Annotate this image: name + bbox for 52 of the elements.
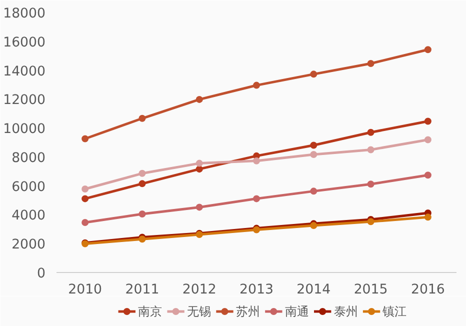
point	[138, 170, 146, 177]
point	[424, 172, 432, 179]
x-tick-label: 2010	[68, 282, 102, 298]
legend-label: 南京	[138, 304, 162, 318]
point	[196, 204, 203, 211]
x-tick-label: 2014	[296, 282, 331, 298]
point	[253, 195, 260, 202]
y-tick-label: 14000	[3, 64, 46, 80]
point	[138, 114, 146, 122]
point	[82, 186, 89, 193]
point	[253, 157, 260, 164]
point	[310, 70, 318, 78]
y-tick-label: 12000	[3, 93, 46, 108]
point	[196, 96, 203, 103]
point	[82, 219, 89, 226]
point	[253, 82, 260, 89]
point	[367, 218, 374, 226]
point	[424, 118, 432, 125]
point	[310, 188, 318, 195]
point	[196, 166, 203, 173]
point	[138, 180, 146, 188]
x-tick-label: 2012	[182, 282, 216, 298]
point	[367, 180, 374, 188]
y-tick-label: 4000	[12, 208, 46, 224]
point	[82, 135, 89, 142]
x-tick-label: 2011	[125, 282, 160, 298]
y-tick-label: 8000	[12, 150, 46, 166]
point	[367, 128, 374, 136]
legend-label: 南通	[284, 304, 309, 318]
y-tick-label: 6000	[12, 180, 46, 195]
legend-label: 无锡	[186, 304, 211, 318]
point	[138, 210, 146, 218]
x-tick-label: 2013	[240, 282, 274, 298]
y-tick-label: 2000	[12, 238, 46, 253]
y-tick-label: 10000	[3, 122, 46, 138]
point	[196, 160, 203, 167]
legend-label: 苏州	[236, 304, 260, 318]
legend-label: 泰州	[334, 304, 358, 318]
point	[424, 136, 432, 144]
x-tick-label: 2016	[410, 282, 445, 298]
point	[424, 214, 432, 221]
point	[310, 150, 318, 158]
point	[310, 142, 318, 149]
point	[424, 46, 432, 54]
y-tick-label: 0	[37, 266, 46, 282]
y-tick-label: 18000	[3, 6, 46, 22]
point	[82, 195, 89, 202]
x-tick-label: 2015	[354, 282, 388, 298]
point	[367, 146, 374, 154]
legend-label: 镇江	[382, 304, 407, 318]
y-tick-label: 16000	[3, 35, 46, 50]
point	[367, 60, 374, 67]
